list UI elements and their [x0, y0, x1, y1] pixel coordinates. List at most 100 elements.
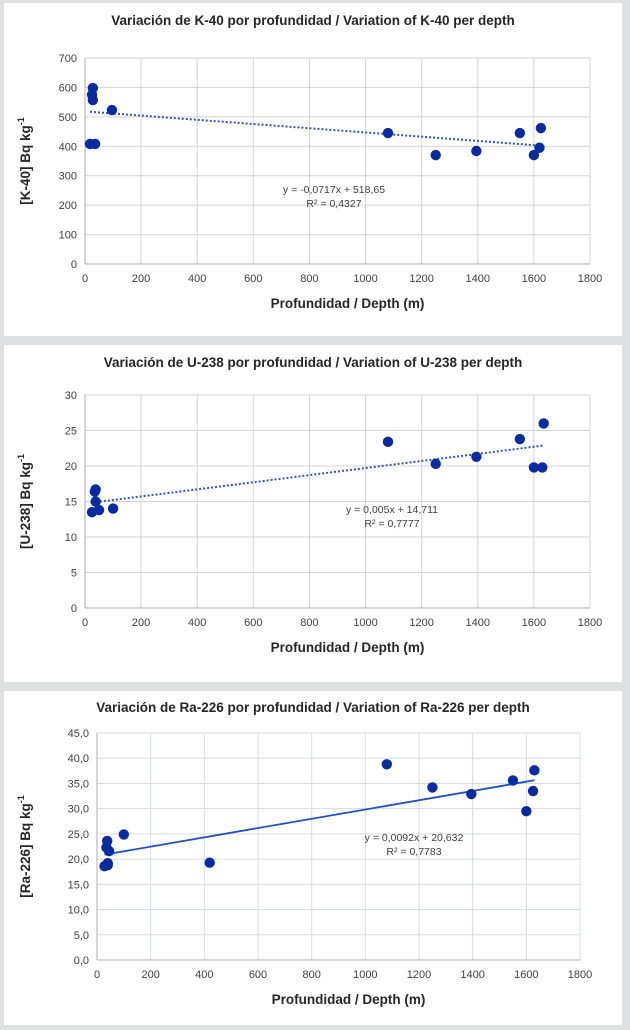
y-tick-label: 10,0	[68, 905, 89, 917]
x-tick-label: 1600	[522, 617, 546, 629]
y-axis-label: [Ra-226] Bq kg-1	[16, 795, 33, 898]
y-tick-label: 5,0	[74, 930, 89, 942]
y-tick-label: 20	[65, 461, 77, 473]
chart-panel-k40: Variación de K-40 por profundidad / Vari…	[4, 3, 622, 336]
x-tick-label: 0	[94, 969, 100, 981]
x-tick-label: 1600	[522, 273, 546, 285]
data-point	[514, 433, 526, 445]
data-point	[514, 127, 526, 139]
data-point	[427, 782, 438, 793]
chart-title: Variación de U-238 por profundidad / Var…	[104, 355, 523, 370]
y-tick-label: 5	[71, 568, 77, 580]
y-tick-label: 700	[59, 53, 77, 65]
data-point	[107, 503, 119, 514]
y-tick-label: 15,0	[68, 879, 89, 891]
x-tick-label: 1200	[409, 273, 433, 285]
x-tick-label: 1800	[578, 273, 602, 285]
trendline	[104, 779, 535, 856]
data-point	[471, 145, 482, 157]
x-tick-label: 1000	[353, 969, 377, 981]
x-tick-label: 600	[244, 273, 262, 285]
y-tick-label: 40,0	[68, 753, 89, 765]
data-point	[93, 504, 105, 516]
y-tick-label: 100	[59, 230, 77, 242]
x-axis-label: Profundidad / Depth (m)	[271, 296, 425, 311]
x-tick-label: 800	[300, 273, 318, 285]
data-point	[90, 484, 101, 495]
data-point	[382, 436, 394, 448]
data-point	[87, 94, 99, 106]
x-tick-label: 200	[132, 617, 150, 629]
data-point	[537, 462, 548, 473]
x-tick-label: 0	[82, 617, 88, 629]
trendline-equation: y = -0,0717x + 518,65	[283, 184, 385, 196]
data-point	[430, 149, 441, 161]
y-axis-label-main: [U-238] Bq kg	[18, 462, 33, 549]
y-tick-label: 30	[65, 390, 77, 402]
chart-title: Variación de Ra-226 por profundidad / Va…	[96, 700, 530, 715]
r-squared-label: R² = 0,7783	[386, 846, 441, 858]
y-tick-label: 0	[71, 603, 77, 615]
y-axis-label: [U-238] Bq kg-1	[16, 454, 33, 549]
data-point	[466, 788, 477, 800]
y-tick-label: 400	[59, 141, 77, 153]
y-tick-label: 10	[65, 532, 77, 544]
x-tick-label: 800	[302, 969, 320, 981]
y-axis-label-superscript: -1	[16, 454, 26, 462]
x-tick-label: 1000	[353, 617, 377, 629]
y-tick-label: 500	[59, 112, 77, 124]
y-tick-label: 25	[65, 426, 77, 438]
x-tick-label: 1400	[466, 617, 490, 629]
x-tick-label: 1600	[514, 969, 538, 981]
y-tick-label: 20,0	[68, 854, 89, 866]
y-tick-label: 0	[71, 259, 77, 271]
x-tick-label: 1000	[353, 273, 377, 285]
x-tick-label: 800	[300, 617, 318, 629]
chart-k40: Variación de K-40 por profundidad / Vari…	[16, 13, 602, 311]
x-tick-label: 0	[82, 273, 88, 285]
data-point	[528, 462, 540, 473]
data-point	[382, 127, 394, 139]
x-tick-label: 1800	[568, 969, 592, 981]
chart-u238: Variación de U-238 por profundidad / Var…	[16, 355, 602, 655]
chart-panel-ra226: Variación de Ra-226 por profundidad / Va…	[4, 691, 622, 1025]
data-point	[528, 149, 540, 161]
chart-ra226: Variación de Ra-226 por profundidad / Va…	[16, 700, 592, 1007]
x-tick-label: 600	[249, 969, 267, 981]
data-point	[102, 859, 113, 871]
data-point	[89, 138, 101, 150]
x-tick-label: 400	[195, 969, 213, 981]
data-point	[430, 458, 441, 470]
y-tick-label: 15	[65, 497, 77, 509]
data-point	[381, 759, 392, 770]
data-point	[538, 418, 549, 429]
y-tick-label: 600	[59, 82, 77, 94]
x-tick-label: 200	[132, 273, 150, 285]
chart-panel-u238: Variación de U-238 por profundidad / Var…	[4, 345, 622, 682]
x-tick-label: 200	[141, 969, 159, 981]
y-tick-label: 0,0	[74, 955, 89, 967]
data-point	[521, 805, 532, 817]
x-axis-label: Profundidad / Depth (m)	[272, 992, 426, 1007]
x-axis-label: Profundidad / Depth (m)	[271, 640, 425, 655]
data-point	[535, 122, 547, 134]
gridlines	[84, 57, 591, 265]
chart-title: Variación de K-40 por profundidad / Vari…	[111, 13, 515, 28]
x-tick-label: 600	[244, 617, 262, 629]
y-tick-label: 30,0	[68, 804, 89, 816]
y-tick-label: 35,0	[68, 778, 89, 790]
data-point	[471, 451, 482, 462]
r-squared-label: R² = 0,4327	[306, 198, 361, 210]
y-axis-label-superscript: -1	[16, 117, 26, 125]
y-axis-label-main: [K-40] Bq kg	[18, 125, 33, 205]
r-squared-label: R² = 0,7777	[364, 518, 419, 530]
y-tick-label: 25,0	[68, 829, 89, 841]
data-point	[507, 775, 519, 786]
y-tick-label: 200	[59, 200, 77, 212]
data-point	[204, 857, 215, 868]
x-tick-label: 1400	[466, 273, 490, 285]
gridlines	[96, 732, 581, 961]
data-point	[90, 496, 101, 507]
gridlines	[84, 394, 591, 609]
data-points	[99, 759, 540, 872]
